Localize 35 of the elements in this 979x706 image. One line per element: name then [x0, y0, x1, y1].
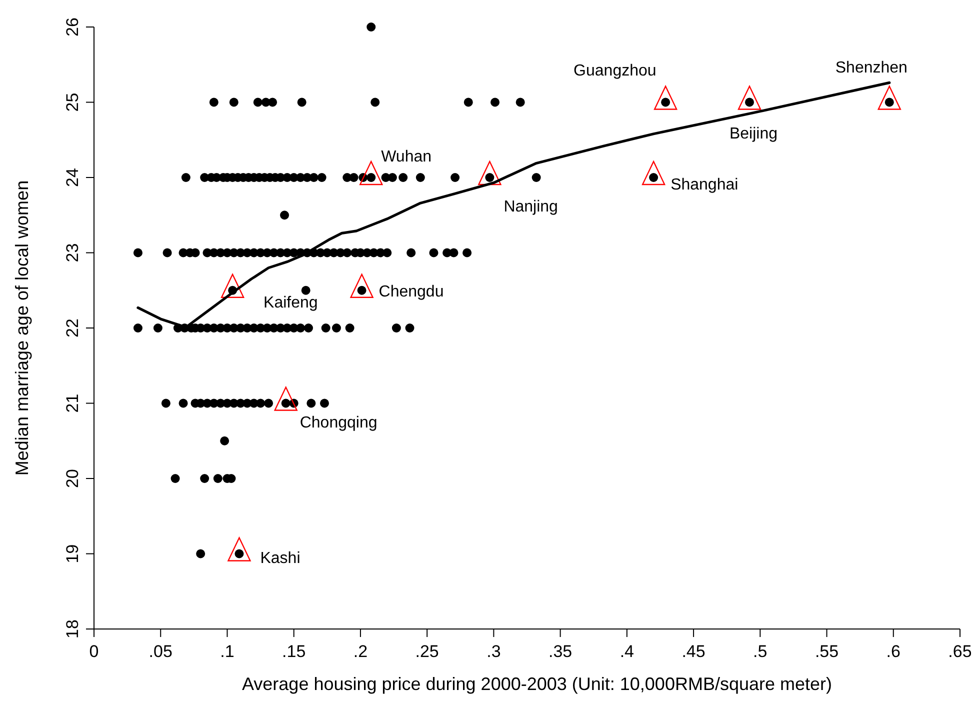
x-tick-label: .65 [948, 642, 972, 661]
x-tick-label: .35 [548, 642, 572, 661]
annotation: Wuhan [381, 148, 432, 166]
y-tick-label: 20 [63, 469, 82, 488]
x-tick-label: .15 [282, 642, 306, 661]
annotation: Shenzhen [835, 59, 908, 76]
y-tick-label: 22 [63, 318, 82, 338]
x-tick-label: .45 [682, 642, 706, 661]
y-tick-label: 19 [63, 544, 82, 564]
x-tick-label: .2 [353, 642, 368, 661]
y-axis-title: Median marriage age of local women [12, 180, 32, 476]
annotation: Shanghai [670, 176, 738, 194]
y-tick-label: 25 [63, 92, 82, 112]
x-tick-label: .3 [486, 642, 501, 661]
x-tick-label: 0 [89, 642, 99, 661]
annotation: Kashi [260, 550, 300, 567]
x-tick-label: .6 [886, 642, 900, 661]
x-tick-label: .4 [620, 642, 634, 661]
annotation: Chongqing [300, 414, 378, 432]
x-axis-title: Average housing price during 2000-2003 (Unit: 10,000RMB/square meter) [242, 674, 832, 694]
annotation: Guangzhou [574, 62, 656, 80]
annotation: Beijing [729, 125, 778, 142]
x-tick-label: .05 [148, 642, 172, 661]
x-tick-label: .55 [814, 642, 839, 661]
y-tick-label: 21 [63, 394, 82, 413]
y-tick-label: 24 [63, 168, 82, 187]
x-tick-label: .5 [753, 642, 768, 661]
annotation: Chengdu [378, 284, 444, 301]
x-tick-label: .25 [415, 642, 439, 661]
y-tick-label: 18 [63, 620, 82, 638]
y-tick-label: 26 [63, 18, 82, 36]
annotation: Kaifeng [264, 294, 318, 312]
x-tick-label: .1 [220, 642, 234, 661]
y-tick-label: 23 [63, 243, 82, 262]
annotation: Nanjing [504, 198, 558, 216]
